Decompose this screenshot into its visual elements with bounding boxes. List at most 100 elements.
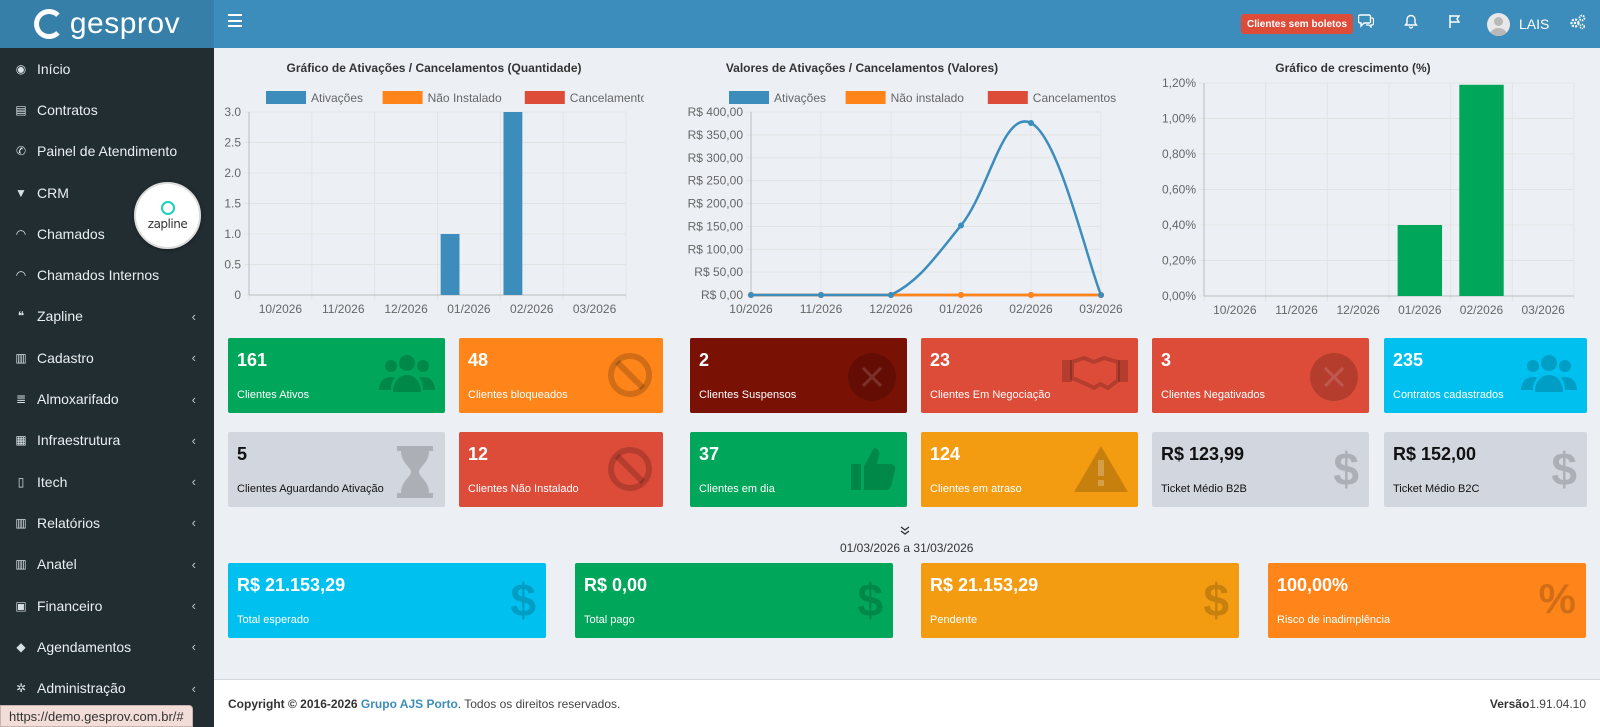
info-box-label: Contratos cadastrados [1393, 389, 1504, 401]
sidebar-item[interactable]: ✆ Painel de Atendimento [0, 131, 214, 172]
sidebar-item[interactable]: ▥ Cadastro ‹ [0, 337, 214, 378]
info-box-label: Clientes Aguardando Ativação [237, 483, 384, 495]
legend-label: Não instalado [891, 91, 965, 105]
top-navbar: Clientes sem boletos LAIS [214, 0, 1600, 48]
data-point [888, 292, 894, 298]
sidebar-item[interactable]: ▦ Infraestrutura ‹ [0, 420, 214, 461]
x-tick-label: 01/2026 [1398, 303, 1442, 317]
brand-logo[interactable]: gesprov [0, 0, 214, 48]
clientes-sem-boletos-badge[interactable]: Clientes sem boletos [1241, 14, 1354, 34]
x-tick-label: 11/2026 [322, 302, 365, 316]
dollar-icon: $ [1333, 443, 1359, 495]
comments-icon: ❝ [17, 309, 25, 324]
info-box[interactable]: R$ 21.153,29 Pendente $ [921, 563, 1239, 638]
info-box[interactable]: R$ 152,00 Ticket Médio B2C $ [1384, 432, 1587, 507]
y-tick-label: R$ 150,00 [688, 219, 744, 233]
sidebar-item-label: Financeiro [37, 597, 103, 614]
chart-title: Gráfico de crescimento (%) [1275, 61, 1431, 75]
y-tick-label: R$ 100,00 [688, 242, 744, 256]
bell-icon[interactable] [1404, 14, 1418, 33]
y-tick-label: 0.5 [224, 258, 241, 272]
sidebar-item[interactable]: ▤ Contratos [0, 89, 214, 130]
info-box[interactable]: 124 Clientes em atraso [921, 432, 1138, 507]
sidebar-item-label: Itech [37, 473, 68, 490]
x-tick-label: 01/2026 [447, 302, 491, 316]
data-point [1098, 292, 1104, 298]
cogs-icon[interactable] [1569, 14, 1586, 34]
sidebar-item[interactable]: ◠ Chamados [0, 213, 214, 254]
legend-swatch [524, 91, 565, 104]
sidebar-item[interactable]: ◉ Início [0, 48, 214, 89]
book-icon: ▥ [15, 515, 27, 530]
info-box-label: Total esperado [237, 614, 310, 626]
chat-icon[interactable] [1357, 14, 1375, 32]
sidebar-item[interactable]: ✲ Administração ‹ [0, 667, 214, 708]
x-tick-label: 02/2026 [1009, 302, 1053, 316]
data-point [1028, 292, 1034, 298]
info-box[interactable]: 3 Clientes Negativados [1152, 338, 1369, 413]
sidebar-item[interactable]: ❝ Zapline ‹ [0, 296, 214, 337]
y-tick-label: 2.0 [224, 166, 241, 180]
warning-icon [1074, 446, 1128, 500]
x-tick-label: 12/2026 [869, 302, 913, 316]
y-tick-label: 0,40% [1162, 218, 1196, 232]
sidebar-item[interactable]: ≣ Almoxarifado ‹ [0, 378, 214, 419]
info-box[interactable]: 48 Clientes bloqueados [459, 338, 663, 413]
sidebar-item[interactable]: ▼ CRM [0, 172, 214, 213]
user-avatar[interactable] [1487, 13, 1510, 36]
y-tick-label: R$ 50,00 [694, 265, 743, 279]
sidebar-item[interactable]: ▯ Itech ‹ [0, 461, 214, 502]
chart-svg: 0,00% 0,20% 0,40% 0,60% 0,80% 1,00% 1,20% 10/20… [1162, 76, 1575, 317]
dollar-icon: $ [857, 574, 883, 626]
info-box[interactable]: 5 Clientes Aguardando Ativação [228, 432, 445, 507]
sidebar-item[interactable]: ◠ Chamados Internos [0, 254, 214, 295]
info-box-value: 161 [237, 350, 268, 370]
info-box-value: 235 [1393, 350, 1424, 370]
date-range: 01/03/2026 a 31/03/2026 [840, 541, 974, 555]
chart-title: Gráfico de Ativações / Cancelamentos (Qu… [286, 61, 582, 75]
times-circle-icon [1309, 352, 1359, 410]
sidebar-item[interactable]: ◆ Agendamentos ‹ [0, 626, 214, 667]
info-box[interactable]: 23 Clientes Em Negociação [921, 338, 1138, 413]
y-tick-label: 0,60% [1162, 183, 1196, 197]
company-link[interactable]: Grupo AJS Porto [360, 697, 458, 711]
info-box-label: Clientes em atraso [930, 483, 1022, 495]
legend-label: Cancelamentos [1033, 91, 1116, 105]
hamburger-menu-icon[interactable] [228, 14, 242, 27]
info-box[interactable]: 12 Clientes Não Instalado [459, 432, 663, 507]
chart-svg: Ativações Não Instalado Cancelamentos 0 0.5 1… [224, 91, 644, 316]
info-box[interactable]: R$ 21.153,29 Total esperado $ [228, 563, 546, 638]
info-box-value: 37 [699, 444, 720, 464]
info-box-value: 5 [237, 444, 248, 464]
sidebar-item-label: Contratos [37, 101, 98, 118]
double-chevron-down-icon[interactable] [900, 526, 910, 539]
flag-icon[interactable] [1448, 14, 1462, 33]
info-box[interactable]: 37 Clientes em dia [690, 432, 907, 507]
info-box-value: 124 [930, 444, 961, 464]
info-box[interactable]: 100,00% Risco de inadimplência% [1268, 563, 1586, 638]
info-box[interactable]: 235 Contratos cadastrados [1384, 338, 1587, 413]
info-box[interactable]: 161 Clientes Ativos [228, 338, 445, 413]
sidebar-item[interactable]: ▥ Relatórios ‹ [0, 502, 214, 543]
sidebar-item[interactable]: ▥ Anatel ‹ [0, 544, 214, 585]
footer: Copyright © 2016-2026 Grupo AJS Porto. T… [214, 679, 1600, 727]
x-tick-label: 03/2026 [573, 302, 617, 316]
chevron-left-icon: ‹ [191, 391, 196, 407]
info-box-label: Clientes bloqueados [468, 389, 568, 401]
legend-swatch [266, 91, 306, 104]
info-box-label: Clientes Negativados [1161, 389, 1265, 401]
zapline-floating-button[interactable]: zapline [134, 182, 201, 249]
info-box-label: Ticket Médio B2C [1393, 483, 1480, 495]
user-name[interactable]: LAIS [1519, 16, 1550, 32]
y-tick-label: R$ 300,00 [688, 151, 744, 165]
sidebar-item-label: CRM [37, 184, 69, 201]
sidebar-item[interactable]: ▣ Financeiro ‹ [0, 585, 214, 626]
info-box[interactable]: R$ 123,99 Ticket Médio B2B $ [1152, 432, 1369, 507]
x-tick-label: 10/2026 [259, 302, 303, 316]
info-box-label: Clientes Em Negociação [930, 389, 1051, 401]
zapline-icon [160, 200, 175, 215]
y-tick-label: R$ 0,00 [701, 288, 743, 302]
info-box[interactable]: 2 Clientes Suspensos [690, 338, 907, 413]
info-box[interactable]: R$ 0,00 Total pago $ [575, 563, 893, 638]
info-box-value: 100,00% [1277, 575, 1349, 595]
